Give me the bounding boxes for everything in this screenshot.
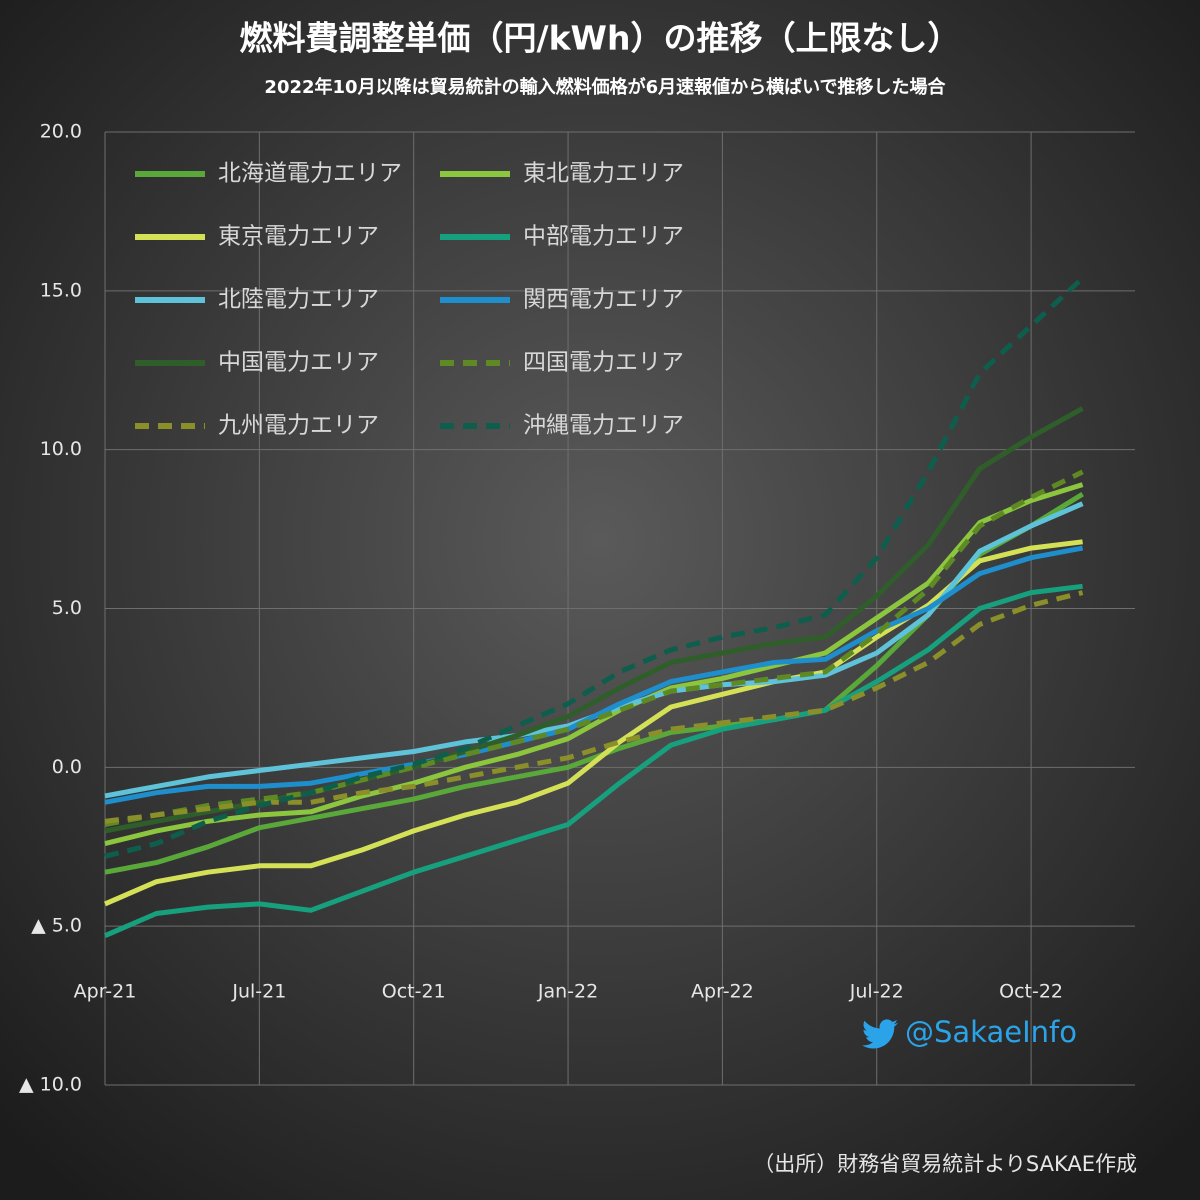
annotation: @SakaeInfo [905,1015,1077,1049]
legend-label: 北海道電力エリア [218,161,402,187]
y-tick-label: 5.0 [52,597,82,619]
legend-label: 東京電力エリア [218,224,379,250]
x-tick-label: Oct-21 [382,981,446,1003]
x-tick-label: Apr-21 [74,981,137,1003]
y-tick-label: ▲ 10.0 [19,1074,82,1096]
series-line [104,469,1084,827]
source-note: （出所）財務省貿易統計よりSAKAE作成 [753,1152,1137,1176]
series-line [104,482,1084,847]
y-tick-label: 20.0 [40,121,82,143]
legend-label: 沖縄電力エリア [523,413,684,439]
series-line [104,276,1085,859]
y-tick-label: ▲ 5.0 [31,915,82,937]
y-tick-label: 0.0 [52,756,82,778]
legend-label: 中部電力エリア [523,224,684,250]
x-tick-label: Jul-21 [231,981,286,1003]
legend-label: 中国電力エリア [218,350,379,376]
plot [104,276,1085,938]
legend-label: 九州電力エリア [218,413,379,439]
x-tick-label: Oct-22 [999,981,1063,1003]
legend-label: 北陸電力エリア [218,287,379,313]
legend-label: 四国電力エリア [523,350,684,376]
series-line [104,583,1083,938]
x-tick-label: Apr-22 [691,981,754,1003]
twitter-icon [862,1019,898,1049]
legend-label: 東北電力エリア [523,161,684,187]
chart-subtitle: 2022年10月以降は貿易統計の輸入燃料価格が6月速報値から横ばいで推移した場合 [264,76,946,98]
series-line [104,545,1084,805]
x-tick-label: Jul-22 [849,981,904,1003]
x-tick-label: Jan-22 [537,981,598,1003]
y-tick-label: 15.0 [40,279,82,301]
legend-label: 関西電力エリア [523,287,684,313]
y-tick-label: 10.0 [40,438,82,460]
chart-title: 燃料費調整単価（円/kWh）の推移（上限なし） [240,19,961,58]
